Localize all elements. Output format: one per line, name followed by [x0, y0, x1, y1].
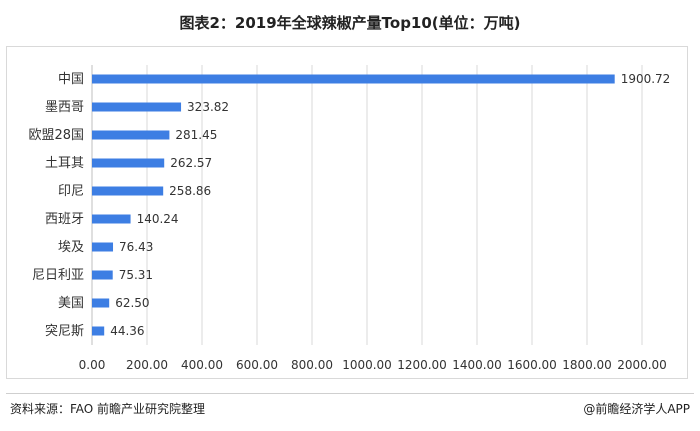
- category-label: 欧盟28国: [28, 128, 84, 143]
- chart-title: 图表2：2019年全球辣椒产量Top10(单位：万吨): [179, 14, 521, 32]
- x-tick-label: 800.00: [291, 358, 333, 372]
- category-label: 土耳其: [45, 156, 84, 171]
- bar: [92, 326, 105, 336]
- bar: [92, 298, 110, 308]
- data-label: 75.31: [119, 268, 153, 282]
- x-tick-label: 600.00: [236, 358, 278, 372]
- category-label: 西班牙: [45, 212, 84, 227]
- x-tick-label: 1600.00: [507, 358, 557, 372]
- bar: [92, 102, 182, 112]
- data-label: 140.24: [137, 212, 179, 226]
- bar: [92, 242, 114, 252]
- data-label: 44.36: [110, 324, 144, 338]
- x-tick-label: 200.00: [126, 358, 168, 372]
- x-tick-label: 1400.00: [452, 358, 502, 372]
- bar: [92, 130, 170, 140]
- bar: [92, 74, 615, 84]
- bar: [92, 270, 113, 280]
- brand-label: @前瞻经济学人APP: [583, 402, 690, 416]
- bar: [92, 186, 164, 196]
- category-label: 墨西哥: [45, 100, 84, 115]
- data-label: 262.57: [170, 156, 212, 170]
- category-label: 中国: [58, 72, 84, 87]
- x-tick-label: 1000.00: [342, 358, 392, 372]
- data-label: 76.43: [119, 240, 153, 254]
- bar: [92, 214, 131, 224]
- data-label: 281.45: [175, 128, 217, 142]
- x-tick-label: 0.00: [79, 358, 106, 372]
- footer-divider: [6, 393, 694, 394]
- category-label: 印尼: [58, 184, 84, 199]
- x-tick-label: 1200.00: [397, 358, 447, 372]
- category-label: 突尼斯: [45, 323, 84, 339]
- data-label: 258.86: [169, 184, 211, 198]
- data-label: 323.82: [187, 100, 229, 114]
- x-tick-label: 2000.00: [617, 358, 667, 372]
- data-label: 62.50: [115, 296, 149, 310]
- chart-frame: [6, 46, 688, 379]
- x-tick-label: 400.00: [181, 358, 223, 372]
- category-label: 尼日利亚: [32, 268, 84, 283]
- x-tick-label: 1800.00: [562, 358, 612, 372]
- source-note: 资料来源：FAO 前瞻产业研究院整理: [10, 402, 206, 416]
- category-label: 美国: [58, 296, 84, 311]
- category-label: 埃及: [58, 240, 84, 255]
- data-label: 1900.72: [621, 72, 671, 86]
- bar: [92, 158, 165, 168]
